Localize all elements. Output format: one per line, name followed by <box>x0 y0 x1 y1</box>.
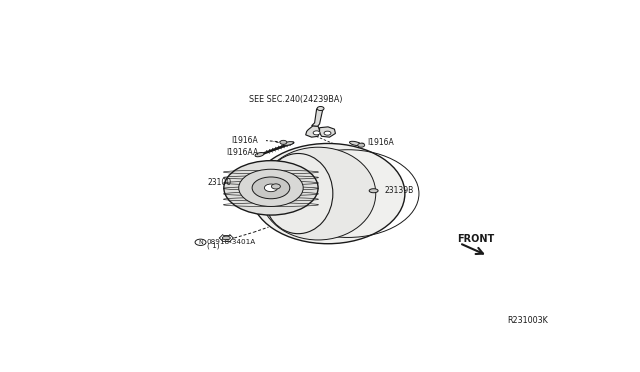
Ellipse shape <box>251 144 405 244</box>
Text: I1916AA: I1916AA <box>227 148 259 157</box>
Text: R231003K: R231003K <box>508 316 548 325</box>
Circle shape <box>224 161 318 215</box>
Ellipse shape <box>369 189 378 193</box>
Ellipse shape <box>349 141 361 145</box>
Text: I1916A: I1916A <box>367 138 394 147</box>
Text: ( 1): ( 1) <box>207 243 220 249</box>
Ellipse shape <box>255 153 264 157</box>
Polygon shape <box>312 108 324 126</box>
Ellipse shape <box>264 154 333 234</box>
Circle shape <box>313 131 320 135</box>
Circle shape <box>264 184 278 192</box>
Polygon shape <box>306 126 319 137</box>
Text: N: N <box>198 240 203 245</box>
Text: SEE SEC.240(24239BA): SEE SEC.240(24239BA) <box>249 95 342 104</box>
Ellipse shape <box>260 147 376 240</box>
Text: 08918-3401A: 08918-3401A <box>207 239 256 245</box>
Polygon shape <box>319 127 335 137</box>
Circle shape <box>280 140 287 144</box>
Text: FRONT: FRONT <box>457 234 494 244</box>
Text: I1916A: I1916A <box>231 136 258 145</box>
Ellipse shape <box>222 236 230 240</box>
Circle shape <box>252 177 290 199</box>
Circle shape <box>239 169 303 206</box>
Circle shape <box>317 106 324 110</box>
Circle shape <box>324 131 331 135</box>
Circle shape <box>358 143 365 147</box>
Text: 23139B: 23139B <box>384 186 413 195</box>
Circle shape <box>271 184 280 189</box>
Ellipse shape <box>283 142 294 145</box>
Text: 23100: 23100 <box>208 178 232 187</box>
